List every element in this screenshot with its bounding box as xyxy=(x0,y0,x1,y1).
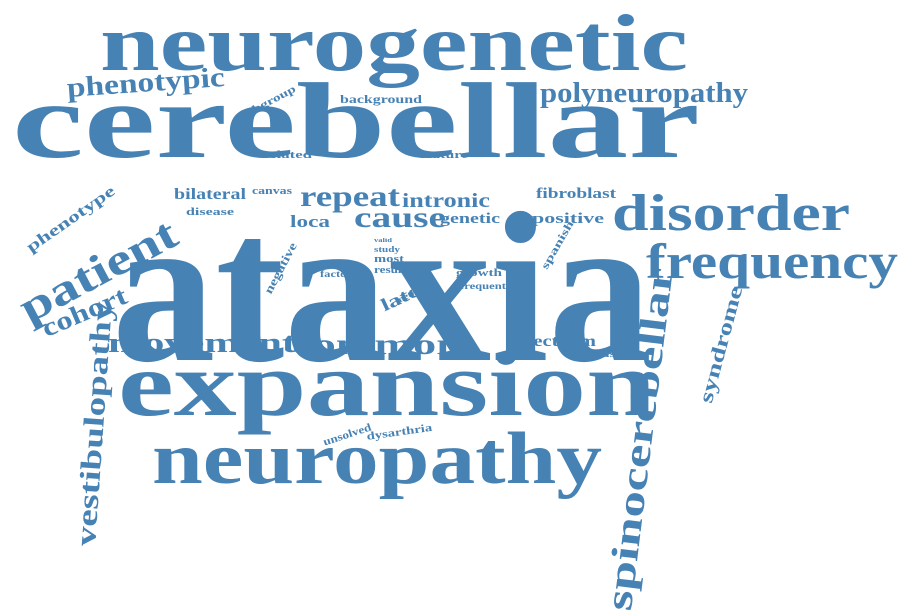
word-common: common xyxy=(292,328,462,361)
word-growth: growth xyxy=(456,267,502,279)
word-disease: disease xyxy=(186,206,234,218)
word-background: background xyxy=(340,92,422,106)
word-feature: feature xyxy=(420,149,468,161)
word-most: most xyxy=(374,254,404,265)
word-frequency: frequency xyxy=(646,233,898,289)
word-ataxia: ataxia xyxy=(112,168,652,407)
word-cerebellar: cerebellar xyxy=(12,62,700,181)
word-genetic: genetic xyxy=(440,211,500,227)
word-result: result xyxy=(374,265,406,276)
word-polyneuropathy: polyneuropathy xyxy=(540,78,748,109)
word-valid: valid xyxy=(374,238,392,244)
word-spectrum: spectrum xyxy=(514,333,596,350)
word-conclusion: conclusion xyxy=(570,348,634,360)
word-disorder: disorder xyxy=(612,185,850,242)
word-expansion: expansion xyxy=(118,333,656,435)
word-bilateral: bilateral xyxy=(174,186,246,203)
word-repeat: repeat xyxy=(300,180,400,213)
word-intronic: intronic xyxy=(402,190,490,212)
word-frequent: frequent xyxy=(460,281,506,291)
word-fibroblast: fibroblast xyxy=(536,186,616,202)
word-movement: movement xyxy=(108,328,296,359)
word-positive: positive xyxy=(532,211,604,227)
word-factor: factor xyxy=(320,269,352,279)
word-loca: loca xyxy=(290,212,330,231)
word-study: study xyxy=(374,245,400,254)
word-cause: cause xyxy=(354,201,446,234)
word-related: related xyxy=(262,149,312,161)
word-neurogenetic: neurogenetic xyxy=(100,0,688,88)
word-neuropathy: neuropathy xyxy=(152,418,602,500)
word-canvas: canvas xyxy=(252,186,292,197)
word-syndrome: syndrome xyxy=(695,283,748,406)
